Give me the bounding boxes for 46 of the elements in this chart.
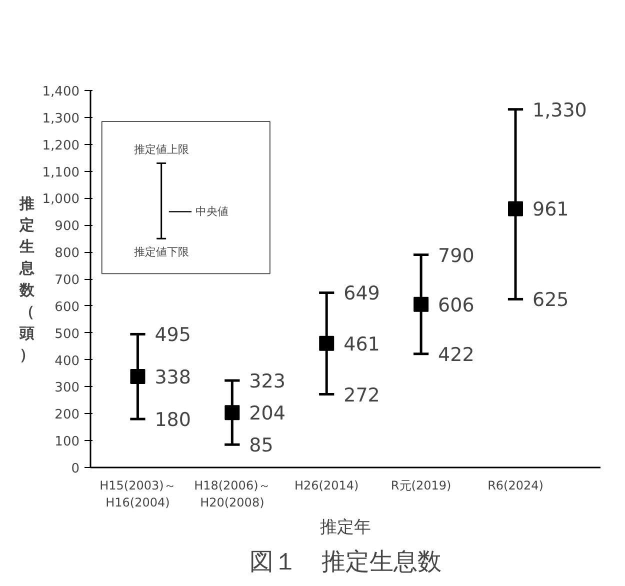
- annotation: 推定値上限: [134, 143, 189, 156]
- y-tick-label: 400: [54, 354, 80, 369]
- data-label: 606: [438, 294, 474, 316]
- y-tick-label: 900: [54, 219, 80, 234]
- y-tick-label: 0: [71, 462, 80, 476]
- annotation: 中央値: [195, 205, 228, 218]
- annotation: 422: [438, 344, 474, 366]
- y-tick-label: 600: [54, 300, 80, 315]
- y-tick-label: 300: [54, 380, 80, 396]
- x-tick-label: R元(2019): [390, 478, 452, 492]
- point: [319, 336, 334, 351]
- data-label: 338: [154, 366, 191, 388]
- x-tick-label: H26(2014): [294, 478, 359, 492]
- annotation: 180: [154, 409, 191, 432]
- point: [508, 201, 523, 216]
- y-tick-label: 1,300: [42, 111, 80, 126]
- y-tick-label: 200: [54, 408, 80, 423]
- y-tick-label: 1,000: [42, 192, 80, 208]
- annotation: 790: [438, 244, 474, 267]
- annotation: 1,330: [532, 99, 587, 122]
- annotation: 推定値下限: [134, 246, 189, 259]
- y-tick-label: 1,400: [42, 84, 80, 100]
- annotation: 85: [249, 434, 274, 457]
- y-axis-title: 推定生息数（頭）: [18, 194, 36, 364]
- point: [130, 368, 146, 384]
- x-tick-label: H15(2003)～ H16(2004): [100, 478, 176, 510]
- y-tick-label: 700: [54, 273, 80, 288]
- annotation: 649: [344, 282, 380, 305]
- y-tick-label: 1,100: [42, 165, 80, 180]
- point: [414, 296, 429, 312]
- annotation: 625: [532, 289, 569, 312]
- text: 図１ 推定生息数: [250, 548, 442, 576]
- y-tick-label: 800: [54, 246, 80, 262]
- x-axis-title: 推定年: [320, 517, 371, 538]
- y-tick-label: 1,200: [42, 138, 80, 154]
- data-label: 461: [344, 333, 380, 356]
- annotation: 323: [249, 370, 286, 393]
- x-tick-label: H18(2006)～ H20(2008): [194, 478, 270, 510]
- x-tick-label: R6(2024): [488, 478, 544, 492]
- data-label: 204: [249, 402, 286, 425]
- annotation: 272: [344, 384, 380, 406]
- y-tick-label: 100: [54, 434, 80, 450]
- annotation: 495: [154, 324, 191, 346]
- y-tick-label: 500: [54, 326, 80, 342]
- data-label: 961: [532, 198, 569, 221]
- point: [224, 405, 240, 420]
